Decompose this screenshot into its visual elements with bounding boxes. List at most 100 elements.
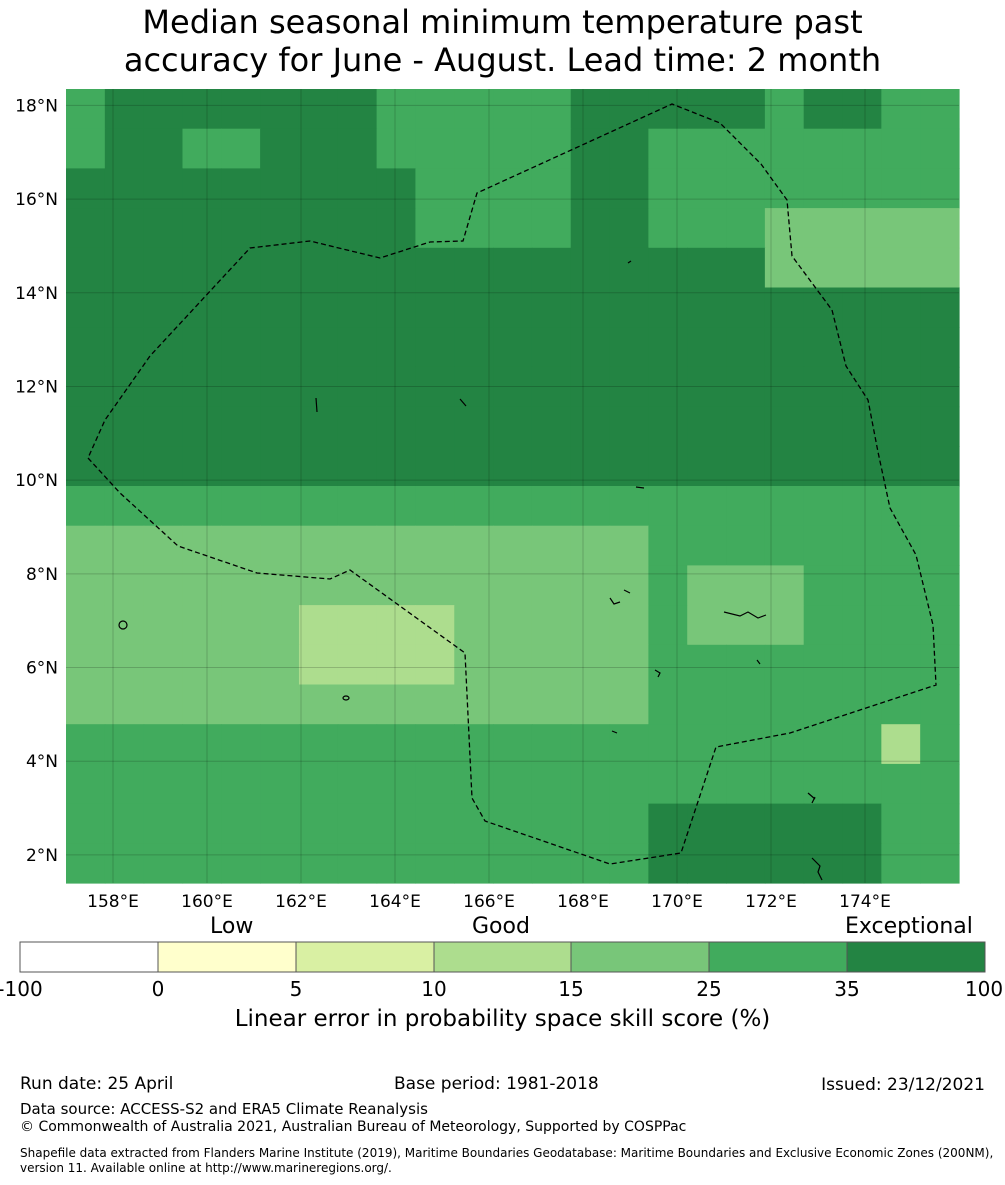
latitude-label: 4°N	[26, 752, 58, 772]
raster-cell	[842, 366, 882, 408]
raster-cell	[298, 644, 339, 686]
raster-cell	[376, 803, 417, 844]
colorbar-swatch	[157, 941, 297, 973]
raster-cell	[648, 287, 688, 328]
legend-tick: 25	[696, 977, 722, 1001]
raster-cell	[66, 89, 106, 130]
raster-cell	[260, 803, 300, 844]
raster-cell	[66, 803, 106, 844]
raster-cell	[920, 247, 960, 289]
raster-cell	[609, 89, 649, 130]
raster-cell	[337, 446, 378, 487]
raster-cell	[842, 525, 882, 566]
raster-cell	[415, 684, 455, 725]
raster-cell	[803, 208, 844, 249]
raster-cell	[726, 644, 766, 686]
raster-cell	[260, 327, 300, 368]
raster-cell	[376, 486, 417, 527]
raster-cell	[260, 605, 300, 646]
raster-cell	[803, 525, 844, 566]
raster-cell	[493, 168, 533, 209]
raster-cell	[881, 168, 921, 209]
raster-cell	[260, 168, 300, 209]
legend-tick: 10	[421, 977, 447, 1001]
base-period: Base period: 1981-2018	[394, 1074, 599, 1094]
raster-cell	[881, 366, 921, 408]
raster-cell	[570, 803, 611, 844]
raster-cell	[726, 327, 766, 368]
raster-cell	[221, 565, 261, 606]
raster-cell	[648, 446, 688, 487]
raster-cell	[842, 287, 882, 328]
raster-cell	[454, 128, 494, 169]
raster-cell	[143, 89, 184, 130]
raster-cell	[570, 724, 611, 765]
raster-cell	[182, 287, 222, 328]
raster-cell	[531, 406, 572, 447]
raster-cell	[648, 128, 688, 169]
raster-cell	[298, 287, 339, 328]
raster-cell	[104, 168, 145, 209]
raster-cell	[764, 128, 805, 169]
raster-cell	[881, 89, 921, 130]
raster-cell	[726, 446, 766, 487]
raster-cell	[764, 168, 805, 209]
raster-cell	[764, 327, 805, 368]
raster-cell	[687, 327, 727, 368]
raster-cell	[648, 525, 688, 566]
raster-cell	[66, 208, 106, 249]
raster-cell	[570, 89, 611, 130]
raster-cell	[104, 208, 145, 249]
raster-cell	[337, 724, 378, 765]
raster-cell	[143, 763, 184, 805]
raster-cell	[454, 843, 494, 884]
raster-cell	[842, 843, 882, 884]
raster-cell	[337, 843, 378, 884]
raster-cell	[803, 565, 844, 606]
raster-cell	[726, 525, 766, 566]
raster-cell	[376, 644, 417, 686]
raster-cell	[648, 168, 688, 209]
raster-cell	[182, 525, 222, 566]
raster-cell	[687, 565, 727, 606]
raster-cell	[570, 287, 611, 328]
raster-cell	[609, 406, 649, 447]
raster-cell	[298, 366, 339, 408]
raster-cell	[415, 128, 455, 169]
raster-cell	[842, 168, 882, 209]
raster-cell	[221, 763, 261, 805]
raster-cell	[298, 128, 339, 169]
raster-cell	[298, 446, 339, 487]
raster-cell	[920, 724, 960, 765]
raster-cell	[648, 406, 688, 447]
raster-cell	[143, 843, 184, 884]
raster-cell	[182, 724, 222, 765]
shapefile-credit: Shapefile data extracted from Flanders M…	[20, 1146, 994, 1175]
raster-cell	[920, 327, 960, 368]
raster-cell	[182, 684, 222, 725]
raster-cell	[182, 406, 222, 447]
raster-cell	[221, 287, 261, 328]
raster-cell	[298, 803, 339, 844]
raster-cell	[764, 763, 805, 805]
raster-cell	[454, 89, 494, 130]
raster-cell	[493, 406, 533, 447]
raster-cell	[376, 128, 417, 169]
raster-cell	[920, 406, 960, 447]
raster-cell	[260, 446, 300, 487]
raster-cell	[570, 366, 611, 408]
raster-cell	[298, 724, 339, 765]
raster-cell	[493, 247, 533, 289]
raster-cell	[337, 644, 378, 686]
raster-cell	[881, 724, 921, 765]
raster-cell	[920, 525, 960, 566]
raster-cell	[726, 406, 766, 447]
raster-cell	[920, 168, 960, 209]
raster-cell	[454, 565, 494, 606]
raster-cell	[881, 208, 921, 249]
raster-cell	[687, 684, 727, 725]
raster-cell	[104, 446, 145, 487]
raster-cell	[143, 168, 184, 209]
raster-cell	[764, 525, 805, 566]
raster-cell	[493, 565, 533, 606]
